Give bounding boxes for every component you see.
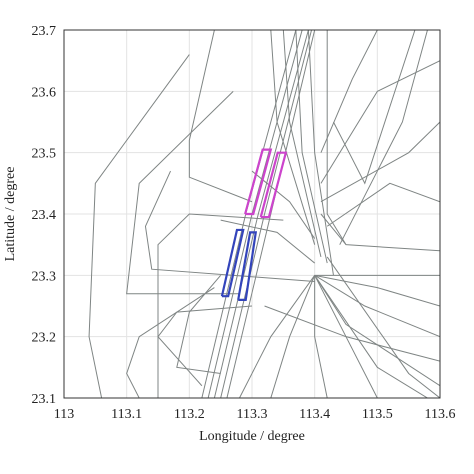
trajectory xyxy=(220,30,313,398)
trajectory xyxy=(282,30,322,258)
trajectory xyxy=(239,275,316,398)
trajectory xyxy=(126,90,240,295)
trajectory xyxy=(176,275,222,374)
y-tick-label: 23.5 xyxy=(32,147,57,162)
x-axis-label: Longitude / degree xyxy=(199,429,305,444)
trajectory xyxy=(270,30,316,245)
trajectory xyxy=(88,54,190,398)
x-tick-label: 113 xyxy=(54,407,74,422)
y-axis-label: Latitude / degree xyxy=(3,167,18,262)
trajectory xyxy=(326,256,440,398)
y-tick-label: 23.1 xyxy=(32,392,57,407)
trajectory xyxy=(188,30,253,203)
trajectory xyxy=(314,274,440,338)
y-tick-label: 23.3 xyxy=(32,269,57,284)
region xyxy=(259,151,288,219)
trajectory xyxy=(220,219,315,264)
trajectory xyxy=(295,30,328,264)
region xyxy=(244,148,273,216)
trajectory xyxy=(314,275,428,398)
trajectory xyxy=(251,170,316,239)
trajectory xyxy=(320,121,440,203)
x-tick-label: 113.5 xyxy=(362,407,393,422)
x-tick-label: 113.1 xyxy=(111,407,142,422)
trajectory xyxy=(320,30,378,153)
y-tick-label: 23.4 xyxy=(32,208,57,223)
trajectory xyxy=(213,30,309,398)
trajectory xyxy=(314,275,440,387)
plot-frame xyxy=(63,29,441,399)
trajectory xyxy=(157,305,253,387)
x-tick-label: 113.4 xyxy=(299,407,330,422)
trajectory xyxy=(264,305,440,362)
x-tick-label: 113.3 xyxy=(237,407,268,422)
x-tick-label: 113.6 xyxy=(425,407,456,422)
y-tick-label: 23.6 xyxy=(32,85,57,100)
trajectory xyxy=(326,182,440,227)
trajectory xyxy=(326,30,347,245)
trajectory xyxy=(339,30,428,245)
trajectory xyxy=(270,275,316,398)
region xyxy=(220,228,245,298)
trajectory xyxy=(320,60,440,184)
trajectory xyxy=(314,274,440,307)
x-tick-label: 113.2 xyxy=(174,407,205,422)
trajectory xyxy=(333,30,416,185)
y-tick-label: 23.2 xyxy=(32,331,57,346)
region xyxy=(237,231,258,301)
trajectory xyxy=(157,213,284,398)
trajectory xyxy=(314,275,328,398)
trajectory xyxy=(307,30,334,276)
plot xyxy=(88,30,440,398)
trajectory xyxy=(320,213,440,252)
y-tick-label: 23.7 xyxy=(32,24,57,39)
